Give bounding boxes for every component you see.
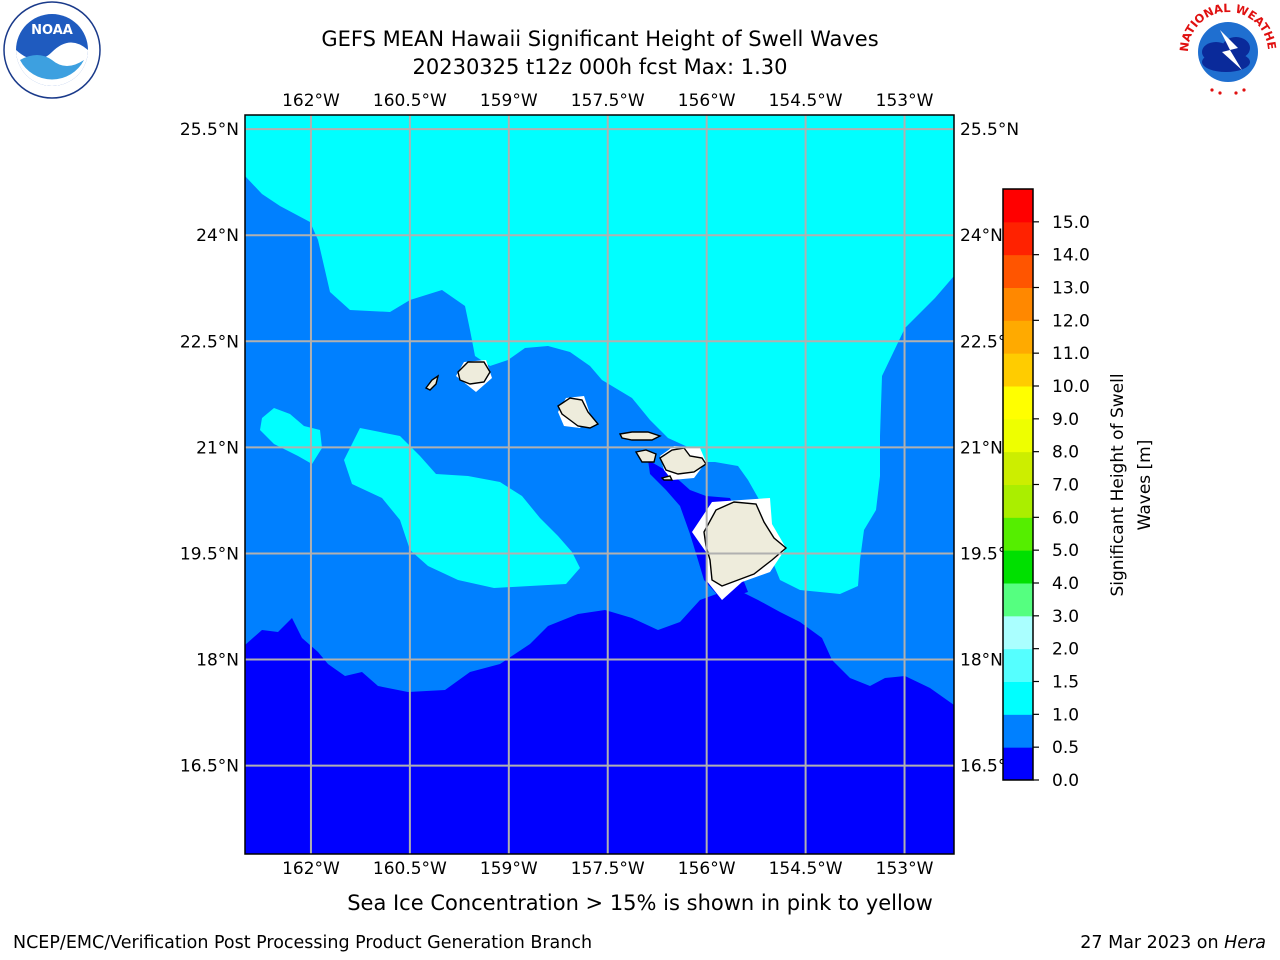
island-kahoolawe	[660, 475, 674, 481]
swell-band-1.0-1.5-southwest	[344, 428, 580, 588]
island-molokai	[618, 431, 662, 441]
colorbar-label-line1: Significant Height of Swell	[1108, 373, 1128, 596]
noaa-logo: NOAA	[3, 1, 101, 99]
chart-title: GEFS MEAN Hawaii Significant Height of S…	[321, 27, 879, 51]
map-field	[245, 115, 954, 854]
colorbar-tick-label: 11.0	[1052, 344, 1090, 364]
lon-label-top: 154.5°W	[769, 91, 843, 111]
islands	[424, 361, 788, 587]
colorbar-segment	[1003, 221, 1033, 256]
island-niihau	[424, 374, 440, 391]
lat-label-right: 18°N	[960, 651, 1003, 671]
lon-label-bottom: 154.5°W	[769, 859, 843, 879]
lat-label-left: 18°N	[196, 651, 239, 671]
colorbar-segment	[1003, 615, 1033, 650]
lon-label-bottom: 157.5°W	[571, 859, 645, 879]
chart-subtitle: 20230325 t12z 000h fcst Max: 1.30	[412, 55, 788, 79]
sea-ice-note: Sea Ice Concentration > 15% is shown in …	[347, 891, 933, 915]
colorbar-tick-label: 3.0	[1052, 607, 1079, 627]
colorbar-label-line2: Waves [m]	[1135, 440, 1155, 531]
lat-label-left: 21°N	[196, 438, 239, 458]
island-big-island	[703, 501, 788, 587]
colorbar: 0.0 0.5 1.0 1.5 2.0 3.0 4.0 5.0 6.0 7.0 8.0 9.0 10.0…	[1002, 188, 1090, 791]
gridlines	[245, 115, 954, 854]
colorbar-tick-label: 15.0	[1052, 213, 1090, 233]
colorbar-segment	[1003, 517, 1033, 551]
colorbar-segment	[1003, 550, 1033, 584]
lat-label-left: 19.5°N	[180, 544, 239, 564]
colorbar-tick-label: 9.0	[1052, 410, 1079, 430]
colorbar-tick-label: 10.0	[1052, 377, 1090, 397]
lon-label-bottom: 162°W	[282, 859, 340, 879]
island-maui	[659, 447, 707, 475]
lat-label-left: 16.5°N	[180, 757, 239, 777]
map-frame	[244, 114, 955, 855]
colorbar-tick-label: 0.0	[1052, 771, 1079, 791]
colorbar-segment	[1003, 747, 1033, 781]
lat-label-right: 21°N	[960, 438, 1003, 458]
axis-labels: 162°W 162°W 160.5°W 160.5°W 159°W 159°W 157.5°…	[180, 91, 1019, 879]
footer-host: Hera	[1224, 933, 1266, 953]
lon-label-bottom: 153°W	[876, 859, 934, 879]
colorbar-tick-label: 13.0	[1052, 279, 1090, 299]
lon-label-top: 160.5°W	[373, 91, 447, 111]
colorbar-segment	[1003, 386, 1033, 420]
colorbar-tick-label: 7.0	[1052, 476, 1079, 496]
colorbar-tick-label: 1.5	[1052, 673, 1079, 693]
lon-label-top: 157.5°W	[571, 91, 645, 111]
lon-label-top: 156°W	[678, 91, 736, 111]
colorbar-tick-label: 8.0	[1052, 443, 1079, 463]
colorbar-tick-label: 4.0	[1052, 574, 1079, 594]
footer-date: 27 Mar 2023 on Hera	[1080, 933, 1266, 953]
colorbar-segment	[1003, 451, 1033, 485]
colorbar-tick-label: 5.0	[1052, 541, 1079, 561]
colorbar-tick-label: 2.0	[1052, 640, 1079, 660]
lat-label-right: 25.5°N	[960, 120, 1019, 140]
swell-band-1.0-1.5-west	[260, 408, 322, 464]
nws-logo: NATIONAL WEATHER SERVICE	[1176, 0, 1279, 98]
footer-branch: NCEP/EMC/Verification Post Processing Pr…	[13, 933, 593, 953]
colorbar-segment	[1003, 681, 1033, 715]
colorbar-tick-label: 6.0	[1052, 508, 1079, 528]
colorbar-segment	[1003, 353, 1033, 387]
lon-label-bottom: 159°W	[480, 859, 538, 879]
lon-label-top: 162°W	[282, 91, 340, 111]
footer-date-text: 27 Mar 2023 on	[1080, 933, 1225, 953]
colorbar-segment	[1003, 320, 1033, 354]
colorbar-segment	[1003, 583, 1033, 617]
colorbar-segment	[1003, 418, 1033, 453]
colorbar-segment	[1003, 189, 1033, 223]
colorbar-tick-label: 14.0	[1052, 246, 1090, 266]
lon-label-bottom: 160.5°W	[373, 859, 447, 879]
colorbar-tick-label: 12.0	[1052, 311, 1090, 331]
lat-label-left: 24°N	[196, 226, 239, 246]
island-lanai	[634, 449, 657, 463]
colorbar-tick-label: 1.0	[1052, 705, 1079, 725]
colorbar-segment	[1003, 254, 1033, 288]
island-kauai	[457, 361, 491, 385]
lon-label-bottom: 156°W	[678, 859, 736, 879]
colorbar-tick-label: 0.5	[1052, 738, 1079, 758]
lon-label-top: 159°W	[480, 91, 538, 111]
colorbar-segment	[1003, 648, 1033, 682]
lat-label-right: 24°N	[960, 226, 1003, 246]
colorbar-segment	[1003, 287, 1033, 321]
noaa-logo-text: NOAA	[31, 23, 73, 38]
lat-label-left: 22.5°N	[180, 332, 239, 352]
colorbar-segment	[1003, 714, 1033, 748]
lat-label-left: 25.5°N	[180, 120, 239, 140]
colorbar-segment	[1003, 484, 1033, 518]
lon-label-top: 153°W	[876, 91, 934, 111]
island-oahu	[557, 397, 600, 429]
